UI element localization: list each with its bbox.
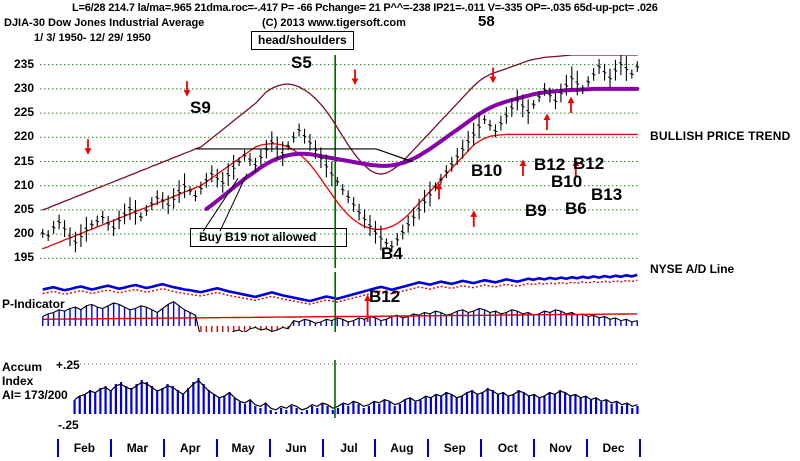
signal-label-b4-2: B4 — [381, 244, 403, 263]
accum-line-1: Accum — [2, 360, 43, 374]
signal-label-b12-4: B12 — [534, 155, 566, 174]
accum-index-label: Accum Index AI= 173/200 — [2, 360, 68, 402]
y-tick-200: 200 — [13, 226, 34, 241]
month-label-apr[interactable]: Apr — [179, 441, 201, 455]
signal-label-s9-0: S9 — [190, 98, 211, 117]
signal-label-b6-9: B6 — [565, 199, 587, 218]
month-separator — [162, 439, 165, 457]
month-label-mar[interactable]: Mar — [126, 441, 149, 455]
signal-label-b12-5: B12 — [573, 154, 605, 173]
y-tick-235: 235 — [13, 56, 34, 71]
y-tick-230: 230 — [13, 80, 34, 95]
y-tick-220: 220 — [13, 129, 34, 144]
buy-b19-callout: Buy B19 not allowed — [190, 228, 348, 247]
month-label-may[interactable]: May — [231, 441, 255, 455]
month-separator — [586, 439, 589, 457]
signal-label-b9-8: B9 — [525, 201, 547, 220]
y-tick-195: 195 — [13, 250, 34, 265]
month-separator — [427, 439, 430, 457]
month-label-nov[interactable]: Nov — [549, 441, 572, 455]
accum-bottom-tick-label: -.25 — [58, 418, 79, 432]
month-separator — [639, 439, 641, 457]
month-separator — [533, 439, 536, 457]
y-tick-210: 210 — [13, 177, 34, 192]
month-label-dec[interactable]: Dec — [602, 441, 625, 455]
accum-top-tick-label: +.25 — [56, 358, 80, 372]
month-separator — [480, 439, 483, 457]
signal-label-b10-6: B10 — [551, 172, 583, 191]
signal-label-b12-10: B12 — [369, 287, 401, 306]
month-label-feb[interactable]: Feb — [73, 441, 96, 455]
copyright-notice: (C) 2013 www.tigersoft.com — [262, 17, 406, 29]
stats-line: L=6/28 214.7 la/ma=.965 21dma.roc=-.417 … — [72, 2, 658, 14]
month-label-jun[interactable]: Jun — [285, 441, 307, 455]
month-label-oct[interactable]: Oct — [497, 441, 518, 455]
month-label-aug[interactable]: Aug — [390, 441, 414, 455]
signal-label-s5-1: S5 — [291, 53, 312, 72]
accum-line-3: AI= 173/200 — [2, 388, 68, 402]
signal-label-b10-3: B10 — [471, 161, 503, 180]
price-chart-panel[interactable] — [40, 55, 640, 268]
month-separator — [268, 439, 271, 457]
accum-index-panel[interactable] — [72, 360, 640, 418]
month-separator — [215, 439, 218, 457]
month-label-jul[interactable]: Jul — [340, 441, 358, 455]
y-tick-205: 205 — [13, 201, 34, 216]
symbol-title: DJIA-30 Dow Jones Industrial Average — [4, 17, 205, 29]
y-tick-225: 225 — [13, 105, 34, 120]
date-range: 1/ 3/ 1950- 12/ 29/ 1950 — [34, 32, 151, 44]
head-shoulders-callout: head/shoulders — [251, 31, 354, 50]
months-axis[interactable]: Feb Mar Apr May Jun Jul Aug Sep Oct Nov Dec — [40, 437, 641, 459]
p-indicator-label: P-Indicator — [2, 297, 65, 311]
signal-label-b13-7: B13 — [591, 185, 623, 204]
month-separator — [374, 439, 377, 457]
ad-line-panel[interactable] — [40, 272, 640, 332]
y-tick-215: 215 — [13, 153, 34, 168]
month-separator — [321, 439, 324, 457]
month-separator — [109, 439, 112, 457]
day-count-value: 58 — [478, 13, 495, 30]
nyse-ad-line-label: NYSE A/D Line — [650, 262, 735, 276]
month-separator — [57, 439, 59, 457]
bullish-price-trend-label: BULLISH PRICE TREND — [650, 129, 791, 143]
month-label-sep[interactable]: Sep — [443, 441, 466, 455]
accum-line-2: Index — [2, 374, 34, 388]
